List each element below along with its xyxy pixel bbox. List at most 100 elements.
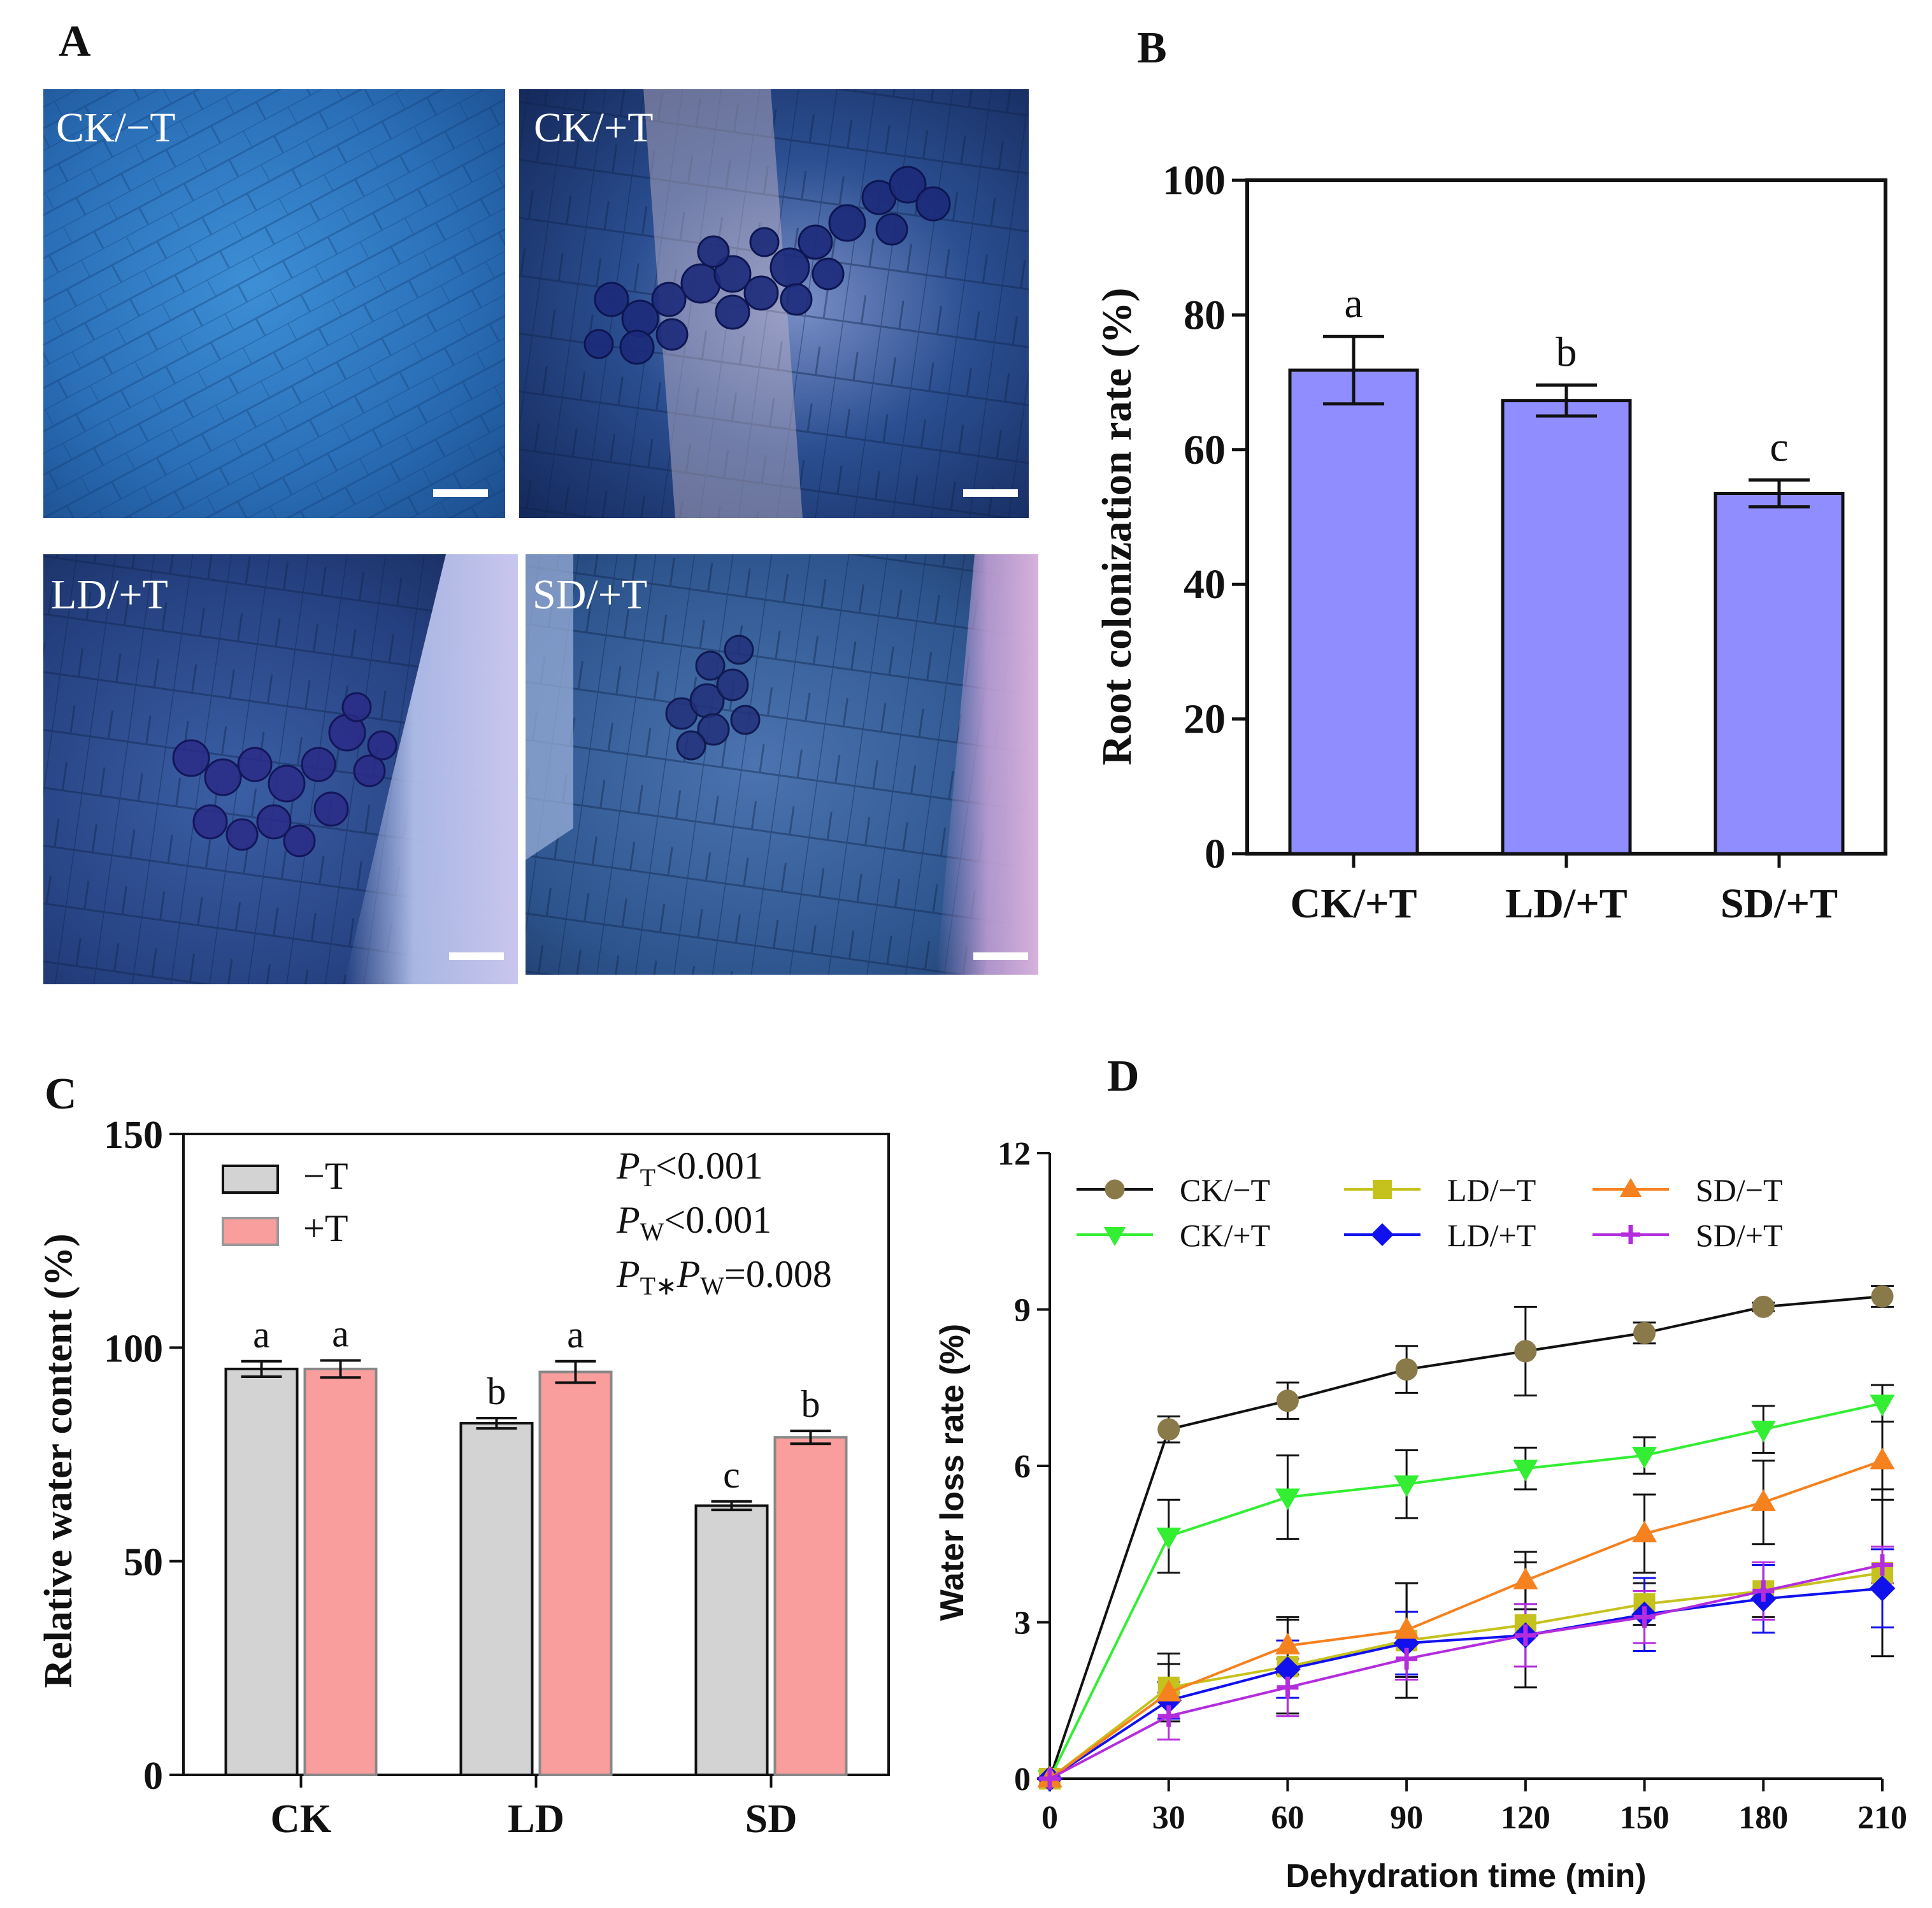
bar — [1501, 399, 1632, 856]
panel-d-letter: D — [1107, 1052, 1140, 1101]
x-axis-label: Dehydration time (min) — [1285, 1858, 1646, 1895]
data-point — [1396, 1647, 1418, 1670]
significance-letter: b — [1556, 329, 1577, 375]
legend-label: SD/−T — [1696, 1172, 1783, 1208]
y-tick-label: 100 — [1163, 157, 1226, 204]
data-point — [1513, 1567, 1538, 1589]
y-tick-label: 150 — [104, 1114, 163, 1157]
series-line — [1049, 1563, 1883, 1780]
y-tick-label: 12 — [998, 1136, 1031, 1172]
data-point — [1871, 1554, 1893, 1576]
data-point — [1619, 1178, 1642, 1197]
significance-letter: c — [1770, 424, 1788, 470]
bar — [538, 1370, 613, 1776]
stat-pw: PW<0.001 — [616, 1199, 771, 1246]
bar — [1714, 492, 1845, 856]
data-point — [1277, 1676, 1299, 1698]
significance-letter: b — [801, 1383, 820, 1425]
data-point — [1156, 1679, 1182, 1702]
legend-label: CK/+T — [1180, 1217, 1270, 1253]
micrograph-ck-minus-t: CK/−T — [43, 89, 505, 518]
y-tick-label: 100 — [104, 1327, 163, 1370]
panel-b-letter: B — [1137, 24, 1167, 73]
y-tick-label: 80 — [1184, 292, 1226, 338]
data-point — [1373, 1180, 1392, 1199]
bar — [224, 1367, 299, 1777]
series-CK/−T — [1038, 1285, 1894, 1790]
arbuscule-cluster — [583, 166, 951, 365]
data-point — [1632, 1447, 1657, 1469]
data-point — [1394, 1475, 1419, 1498]
stat-pt-pw: PT∗PW=0.008 — [616, 1253, 832, 1300]
data-point — [1750, 1489, 1776, 1511]
micrograph-label: LD/+T — [51, 571, 168, 618]
arbuscule-cluster — [172, 692, 397, 857]
data-point — [1621, 1225, 1640, 1244]
series-line — [1048, 1459, 1883, 1780]
y-axis-label: Water loss rate (%) — [934, 1324, 971, 1621]
y-tick-label: 40 — [1184, 561, 1226, 608]
series-SD/−T — [1037, 1447, 1895, 1788]
data-point — [1157, 1418, 1180, 1441]
significance-letter: c — [723, 1454, 740, 1496]
legend-item: LD/−T — [1344, 1172, 1536, 1208]
micrograph-sd-plus-t: SD/+T — [526, 554, 1038, 975]
data-point — [1371, 1223, 1394, 1246]
data-point — [1869, 1575, 1896, 1602]
legend-item: LD/+T — [1344, 1217, 1536, 1253]
x-tick-label: 210 — [1857, 1800, 1907, 1836]
y-tick-label: 20 — [1184, 696, 1226, 743]
data-point — [1039, 1768, 1061, 1790]
legend-label: +T — [303, 1207, 348, 1249]
data-point — [1750, 1421, 1776, 1443]
significance-letter: a — [1344, 280, 1363, 327]
data-point — [1103, 1227, 1126, 1246]
micrograph-ld-plus-t: LD/+T — [43, 554, 518, 984]
y-tick-label: 50 — [124, 1541, 163, 1584]
data-point — [1633, 1321, 1656, 1344]
x-tick-label: LD/+T — [1505, 880, 1628, 927]
data-point — [1275, 1488, 1300, 1510]
micrograph-label: CK/+T — [534, 104, 654, 151]
significance-letter: a — [567, 1314, 584, 1356]
scale-bar — [433, 489, 488, 497]
scale-bar — [963, 489, 1018, 497]
legend-label: LD/+T — [1447, 1217, 1536, 1253]
micrograph-ck-plus-t: CK/+T — [519, 89, 1029, 518]
x-tick-label: SD/+T — [1721, 880, 1838, 927]
data-point — [1513, 1460, 1538, 1482]
y-tick-label: 0 — [1205, 831, 1226, 877]
x-tick-label: 120 — [1501, 1800, 1550, 1836]
stat-pt: PT<0.001 — [616, 1145, 763, 1192]
legend-item: SD/−T — [1592, 1172, 1783, 1208]
legend-item: SD/+T — [1592, 1217, 1783, 1253]
series-SD/+T — [1039, 1554, 1893, 1790]
series-line — [1048, 1587, 1883, 1780]
panel-a-letter: A — [59, 17, 91, 66]
x-tick-label: LD — [508, 1796, 564, 1841]
legend-label: CK/−T — [1180, 1172, 1270, 1208]
y-tick-label: 0 — [143, 1754, 163, 1798]
scale-bar — [973, 952, 1028, 960]
data-point — [1156, 1527, 1182, 1549]
legend-swatch — [222, 1217, 279, 1246]
legend-label: LD/−T — [1447, 1172, 1536, 1208]
y-axis-label: Root colonization rate (%) — [1094, 288, 1140, 766]
x-tick-label: SD — [745, 1796, 798, 1841]
data-point — [1514, 1624, 1536, 1646]
y-tick-label: 60 — [1184, 427, 1226, 473]
y-tick-label: 0 — [1014, 1761, 1031, 1798]
scale-bar — [449, 952, 504, 960]
micrograph-label: CK/−T — [56, 104, 176, 151]
significance-letter: a — [332, 1312, 349, 1354]
data-point — [1276, 1389, 1299, 1412]
bar — [694, 1504, 769, 1776]
data-point — [1514, 1340, 1537, 1363]
significance-letter: a — [253, 1314, 270, 1356]
data-point — [1275, 1656, 1301, 1682]
legend-label: SD/+T — [1696, 1217, 1783, 1253]
x-tick-label: 150 — [1620, 1800, 1670, 1836]
legend-item: CK/−T — [1077, 1172, 1270, 1208]
data-point — [1632, 1520, 1657, 1542]
